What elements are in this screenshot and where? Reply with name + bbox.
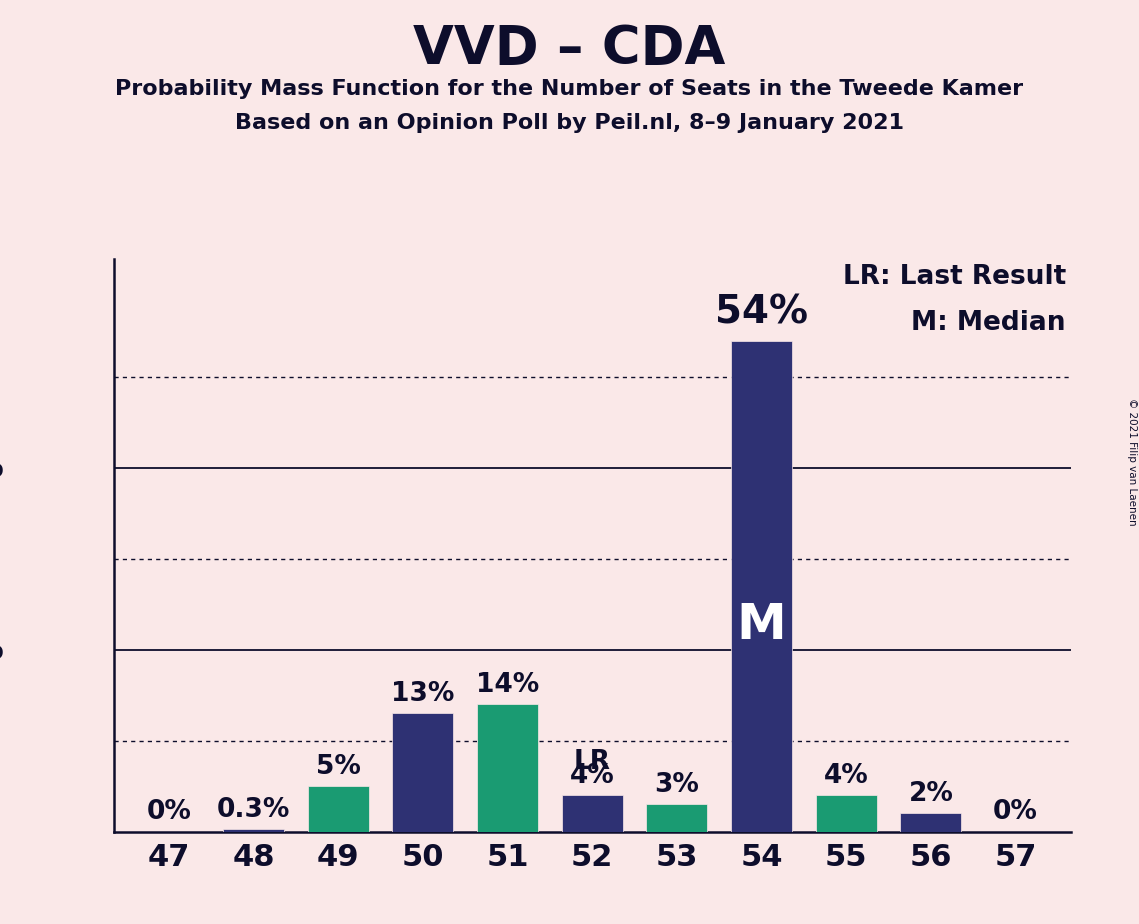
Text: Probability Mass Function for the Number of Seats in the Tweede Kamer: Probability Mass Function for the Number… (115, 79, 1024, 99)
Text: 4%: 4% (823, 763, 869, 789)
Text: 40%: 40% (0, 451, 3, 484)
Text: 0.3%: 0.3% (216, 796, 290, 822)
Bar (223, 829, 284, 832)
Text: 3%: 3% (655, 772, 699, 798)
Text: M: M (737, 602, 787, 650)
Bar (308, 786, 369, 832)
Bar (731, 341, 792, 832)
Bar (816, 796, 877, 832)
Text: 0%: 0% (993, 799, 1038, 825)
Text: Based on an Opinion Poll by Peil.nl, 8–9 January 2021: Based on an Opinion Poll by Peil.nl, 8–9… (235, 113, 904, 133)
Text: 20%: 20% (0, 633, 3, 666)
Bar (562, 796, 623, 832)
Text: LR: Last Result: LR: Last Result (843, 264, 1066, 290)
Bar (393, 713, 453, 832)
Bar (647, 804, 707, 832)
Text: M: Median: M: Median (911, 310, 1066, 336)
Text: 2%: 2% (909, 781, 953, 807)
Text: 4%: 4% (570, 763, 615, 789)
Text: 0%: 0% (147, 799, 191, 825)
Text: 54%: 54% (715, 294, 808, 332)
Text: 13%: 13% (392, 681, 454, 707)
Text: LR: LR (574, 749, 611, 775)
Text: VVD – CDA: VVD – CDA (413, 23, 726, 75)
Text: 5%: 5% (316, 754, 361, 780)
Bar (901, 813, 961, 832)
Text: © 2021 Filip van Laenen: © 2021 Filip van Laenen (1126, 398, 1137, 526)
Bar (477, 704, 538, 832)
Text: 14%: 14% (476, 672, 539, 698)
